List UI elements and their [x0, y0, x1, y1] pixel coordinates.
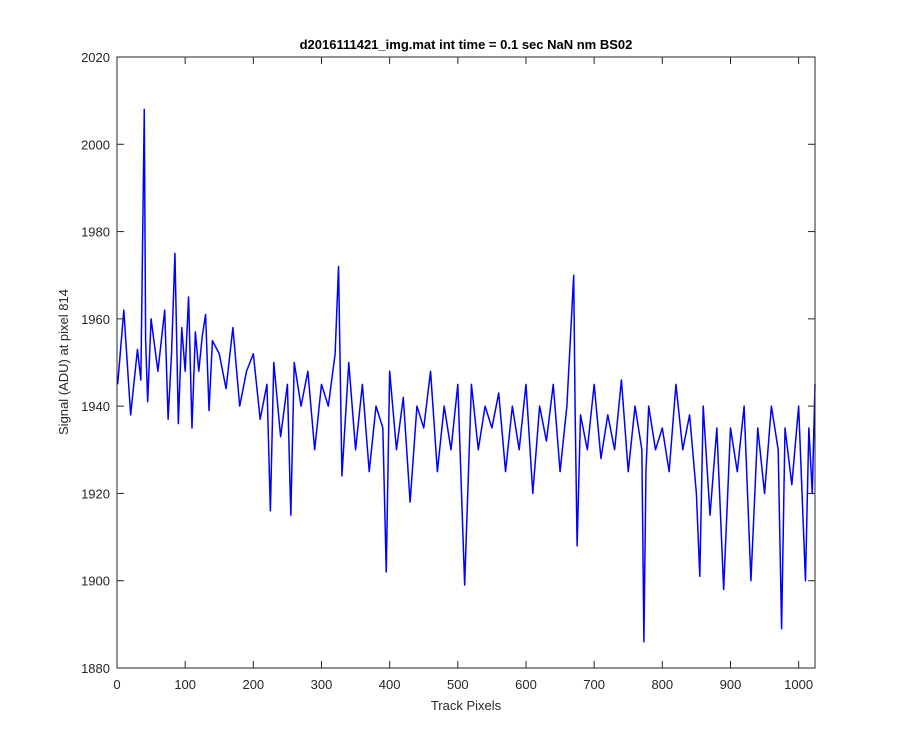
x-axis: 0 100 200 300 400 500 600 700 800 900 1000 [113, 57, 813, 692]
y-tick-label: 1920 [81, 486, 110, 501]
x-axis-label: Track Pixels [431, 698, 502, 713]
x-tick-label: 0 [113, 677, 120, 692]
y-tick-label: 1880 [81, 661, 110, 676]
x-tick-label: 300 [311, 677, 333, 692]
y-tick-label: 1900 [81, 574, 110, 589]
y-axis: 1880 1900 1920 1940 1960 1980 2000 2020 [81, 50, 815, 676]
plot-frame [116, 56, 816, 669]
series-layer [116, 108, 816, 643]
y-tick-label: 2000 [81, 137, 110, 152]
x-tick-label: 1000 [784, 677, 813, 692]
x-tick-label: 700 [583, 677, 605, 692]
y-tick-label: 2020 [81, 50, 110, 65]
y-tick-label: 1940 [81, 399, 110, 414]
x-tick-label: 900 [720, 677, 742, 692]
x-tick-label: 600 [515, 677, 537, 692]
x-tick-label: 100 [174, 677, 196, 692]
y-tick-label: 1960 [81, 312, 110, 327]
x-tick-label: 800 [651, 677, 673, 692]
x-tick-label: 200 [242, 677, 264, 692]
x-tick-label: 500 [447, 677, 469, 692]
series-line [116, 108, 816, 643]
y-axis-label: Signal (ADU) at pixel 814 [56, 289, 71, 435]
chart-title: d2016111421_img.mat int time = 0.1 sec N… [300, 37, 633, 52]
x-tick-label: 400 [379, 677, 401, 692]
y-tick-label: 1980 [81, 225, 110, 240]
